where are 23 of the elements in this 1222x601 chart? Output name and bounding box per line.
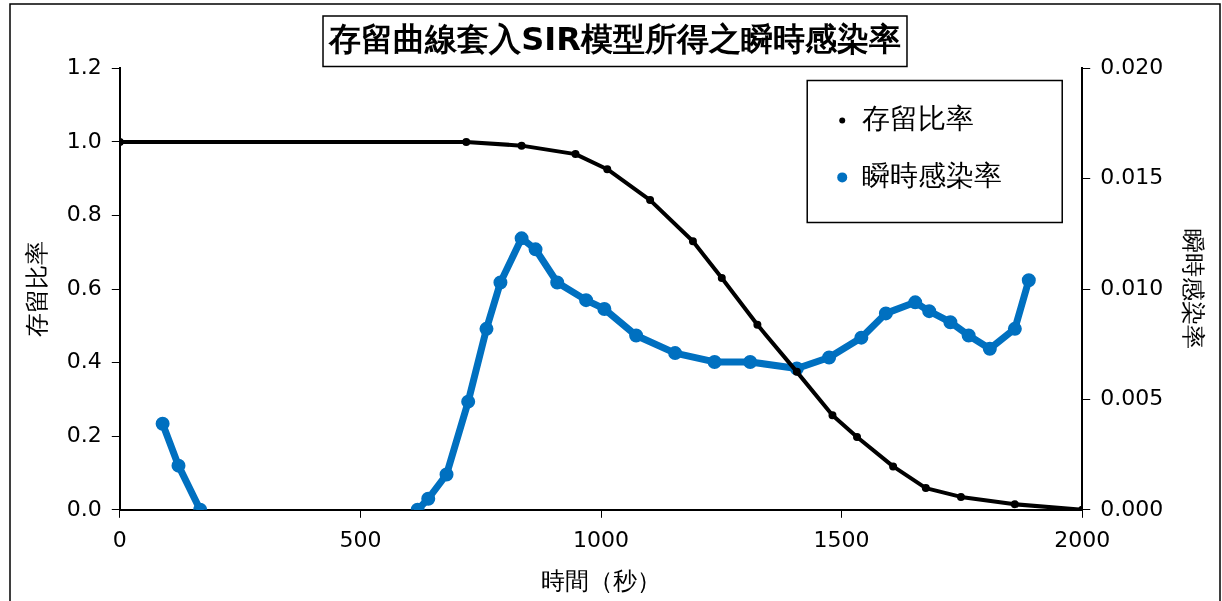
- x-tick-label: 500: [339, 526, 382, 552]
- legend-label: 瞬時感染率: [862, 158, 1003, 192]
- y-tick-label: 1.0: [66, 127, 102, 153]
- y2-axis-title: 瞬時感染率: [1179, 229, 1208, 350]
- y2-tick-label: 0.010: [1100, 274, 1164, 300]
- chart-title: 存留曲線套入SIR模型所得之瞬時感染率: [328, 19, 901, 58]
- y-tick-label: 1.2: [66, 54, 102, 80]
- y-tick-label: 0.4: [66, 348, 102, 374]
- y-tick-label: 0.0: [66, 495, 102, 521]
- y-tick-label: 0.8: [66, 201, 102, 227]
- x-tick-label: 0: [112, 526, 127, 552]
- y2-tick-label: 0.000: [1100, 495, 1164, 521]
- x-tick-label: 2000: [1054, 526, 1111, 552]
- y2-tick-label: 0.005: [1100, 385, 1164, 411]
- x-tick-label: 1500: [813, 526, 870, 552]
- y-axis-title: 存留比率: [22, 241, 51, 338]
- y2-tick-label: 0.015: [1100, 164, 1164, 190]
- x-axis-title: 時間（秒）: [541, 566, 661, 595]
- y-tick-label: 0.6: [66, 274, 102, 300]
- x-tick-label: 1000: [573, 526, 629, 552]
- y2-tick-label: 0.020: [1100, 54, 1164, 80]
- y-tick-label: 0.2: [66, 421, 102, 447]
- legend-label: 存留比率: [862, 101, 975, 135]
